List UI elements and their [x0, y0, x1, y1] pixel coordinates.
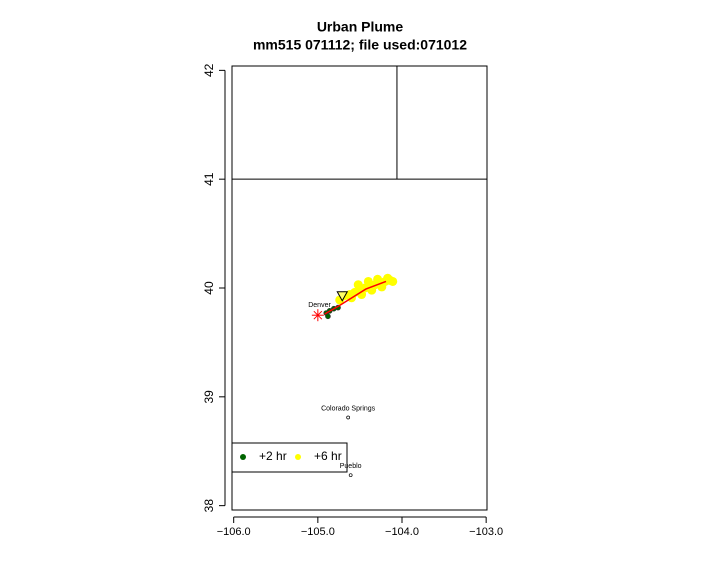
city-point	[346, 415, 350, 420]
y-tick-label: 40	[202, 281, 216, 295]
plume-point	[383, 273, 393, 283]
chart-subtitle: mm515 071112; file used:071012	[253, 37, 467, 53]
legend-swatch	[240, 454, 246, 460]
star-stroke	[313, 310, 323, 320]
x-tick-label: −106.0	[217, 526, 251, 538]
y-tick-label: 42	[202, 63, 216, 77]
city-label: Denver	[308, 302, 331, 309]
plot-frame	[231, 65, 488, 511]
legend-swatch	[295, 454, 301, 460]
city-label: Colorado Springs	[321, 405, 376, 412]
trajectory	[324, 280, 387, 315]
x-tick-label: −104.0	[385, 526, 419, 538]
x-tick-label: −103.0	[469, 526, 503, 538]
x-tick-label: −105.0	[301, 526, 335, 538]
plume-point	[353, 280, 363, 290]
y-tick-label: 38	[202, 499, 216, 513]
plume-point	[363, 276, 373, 286]
y-tick-label: 41	[202, 172, 216, 186]
city-point	[348, 473, 353, 478]
plume-point	[325, 313, 331, 320]
city-label: Pueblo	[340, 463, 362, 470]
receptor-marker	[336, 291, 349, 302]
source-marker	[311, 309, 324, 322]
legend-label: +6 hr	[314, 449, 342, 463]
y-tick-label: 39	[202, 390, 216, 404]
legend-box	[231, 442, 348, 473]
plume-point	[373, 274, 383, 284]
legend-label: +2 hr	[259, 449, 287, 463]
chart-title: Urban Plume	[317, 19, 404, 35]
